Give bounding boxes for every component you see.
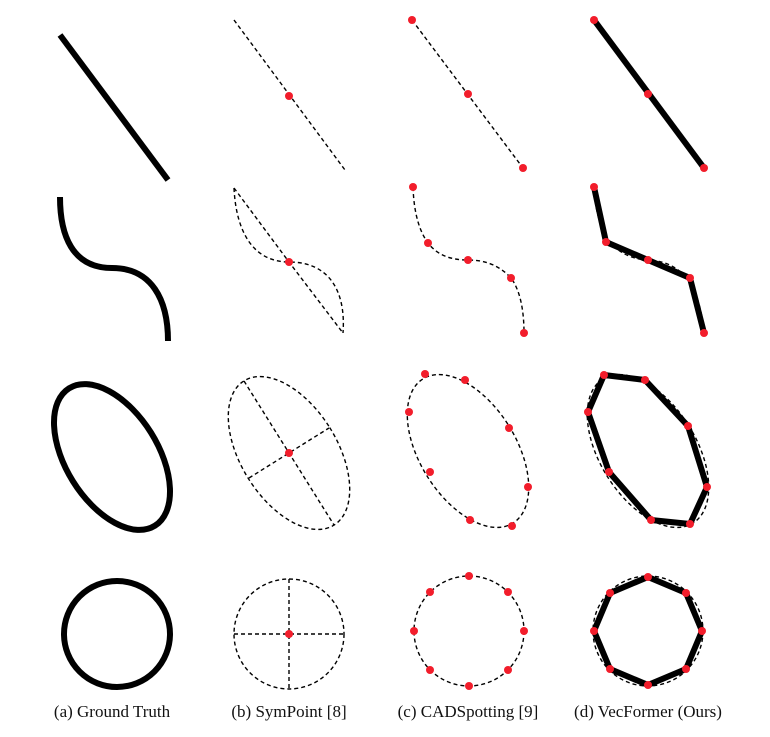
vecformer-circle-point bbox=[682, 589, 690, 597]
vecformer-circle-point bbox=[644, 681, 652, 689]
vecformer-circle-point bbox=[644, 573, 652, 581]
cadspotting-curve-point bbox=[409, 183, 417, 191]
row-curve bbox=[57, 183, 708, 342]
vecformer-line-point bbox=[700, 164, 708, 172]
caption-sympoint: (b) SymPoint [8] bbox=[231, 702, 347, 721]
cadspotting-circle-point bbox=[465, 572, 473, 580]
cadspotting-ellipse-point bbox=[461, 376, 469, 384]
cadspotting-ellipse-point bbox=[426, 468, 434, 476]
vecformer-ellipse-point bbox=[686, 520, 694, 528]
vecformer-ellipse-point bbox=[600, 371, 608, 379]
sympoint-circle-point bbox=[285, 630, 293, 638]
cadspotting-circle-point bbox=[465, 682, 473, 690]
vecformer-circle-point bbox=[590, 627, 598, 635]
cadspotting-curve-point bbox=[464, 256, 472, 264]
vecformer-line-point bbox=[590, 16, 598, 24]
cadspotting-ellipse-point bbox=[466, 516, 474, 524]
row-circle bbox=[61, 572, 706, 690]
caption-vecformer: (d) VecFormer (Ours) bbox=[574, 702, 722, 721]
cadspotting-circle-point bbox=[410, 627, 418, 635]
sympoint-curve bbox=[233, 187, 345, 334]
vecformer-ellipse-point bbox=[584, 408, 592, 416]
gt-circle bbox=[61, 578, 173, 690]
cadspotting-circle-point bbox=[504, 588, 512, 596]
cadspotting-line-point bbox=[464, 90, 472, 98]
cadspotting-ellipse-point bbox=[508, 522, 516, 530]
cadspotting-line-point bbox=[519, 164, 527, 172]
cadspotting-ellipse-point bbox=[421, 370, 429, 378]
cadspotting-curve-point bbox=[424, 239, 432, 247]
cadspotting-line-point bbox=[408, 16, 416, 24]
sympoint-curve-point bbox=[285, 258, 293, 266]
cadspotting-ellipse-point bbox=[505, 424, 513, 432]
vecformer-ellipse bbox=[585, 372, 710, 527]
sympoint-line-point bbox=[285, 92, 293, 100]
vecformer-circle-point bbox=[606, 589, 614, 597]
vecformer-curve-point bbox=[686, 274, 694, 282]
vecformer-curve-point bbox=[602, 238, 610, 246]
cadspotting-curve bbox=[412, 186, 525, 334]
cadspotting-curve-point bbox=[520, 329, 528, 337]
cadspotting-circle-point bbox=[426, 666, 434, 674]
gt-curve bbox=[57, 196, 171, 342]
vecformer-curve-point bbox=[644, 256, 652, 264]
cadspotting-curve-point bbox=[507, 274, 515, 282]
vecformer-ellipse-point bbox=[641, 376, 649, 384]
vecformer-curve-point bbox=[590, 183, 598, 191]
cadspotting-circle-point bbox=[426, 588, 434, 596]
vecformer-circle-point bbox=[682, 665, 690, 673]
sympoint-ellipse bbox=[227, 375, 351, 531]
gt-ellipse bbox=[50, 381, 174, 533]
vecformer-ellipse-point bbox=[647, 516, 655, 524]
cadspotting-ellipse-point bbox=[524, 483, 532, 491]
caption-cadspotting: (c) CADSpotting [9] bbox=[397, 702, 539, 721]
sympoint-circle bbox=[233, 578, 345, 690]
vecformer-line-point bbox=[644, 90, 652, 98]
vecformer-circle-point bbox=[606, 665, 614, 673]
gt-line bbox=[57, 33, 171, 182]
row-ellipse bbox=[50, 370, 711, 533]
vecformer-circle-point bbox=[698, 627, 706, 635]
cadspotting-ellipse-point bbox=[405, 408, 413, 416]
caption-ground-truth: (a) Ground Truth bbox=[53, 702, 171, 721]
vecformer-ellipse-point bbox=[684, 422, 692, 430]
row-line bbox=[57, 16, 708, 182]
vecformer-ellipse-point bbox=[703, 483, 711, 491]
cadspotting-circle-point bbox=[504, 666, 512, 674]
sympoint-ellipse-point bbox=[285, 449, 293, 457]
vecformer-curve-point bbox=[700, 329, 708, 337]
cadspotting-circle-point bbox=[520, 627, 528, 635]
vecformer-ellipse-point bbox=[605, 468, 613, 476]
sympoint-ellipse-minor-axis bbox=[248, 427, 330, 479]
